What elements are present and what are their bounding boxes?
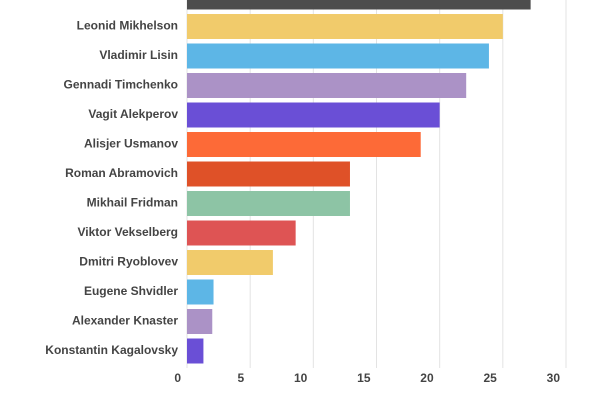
y-tick-label: Gennadi Timchenko — [64, 78, 178, 92]
y-tick-label: Eugene Shvidler — [84, 284, 178, 298]
bar — [187, 220, 296, 246]
bar — [187, 309, 213, 334]
bar — [187, 250, 273, 275]
y-tick-label: Mikhail Fridman — [87, 196, 178, 210]
y-tick-label: Alisjer Usmanov — [84, 137, 178, 151]
bar — [187, 43, 489, 69]
bar — [187, 132, 421, 157]
bar — [187, 338, 204, 364]
x-tick-label: 10 — [294, 371, 308, 385]
x-tick-label: 25 — [483, 371, 497, 385]
bar — [187, 279, 214, 305]
y-tick-label: Dmitri Ryoblovev — [79, 255, 178, 269]
x-tick-label: 0 — [174, 371, 181, 385]
y-tick-label: Konstantin Kagalovsky — [45, 343, 178, 357]
y-tick-label: Leonid Mikhelson — [77, 19, 178, 33]
bar — [187, 102, 440, 128]
bar — [187, 0, 531, 10]
bar — [187, 73, 467, 98]
bar — [187, 14, 503, 39]
x-tick-label: 30 — [547, 371, 561, 385]
y-tick-label: Roman Abramovich — [65, 166, 178, 180]
x-tick-label: 20 — [420, 371, 434, 385]
y-tick-label: Vagit Alekperov — [88, 107, 178, 121]
y-tick-label: Alexander Knaster — [72, 314, 178, 328]
y-tick-label: Vladimir Lisin — [99, 48, 178, 62]
x-tick-label: 15 — [357, 371, 371, 385]
bar — [187, 191, 350, 216]
y-tick-label: Vladimir Potanin — [83, 0, 178, 3]
y-tick-label: Viktor Vekselberg — [78, 225, 179, 239]
x-tick-label: 5 — [237, 371, 244, 385]
bar — [187, 161, 350, 187]
